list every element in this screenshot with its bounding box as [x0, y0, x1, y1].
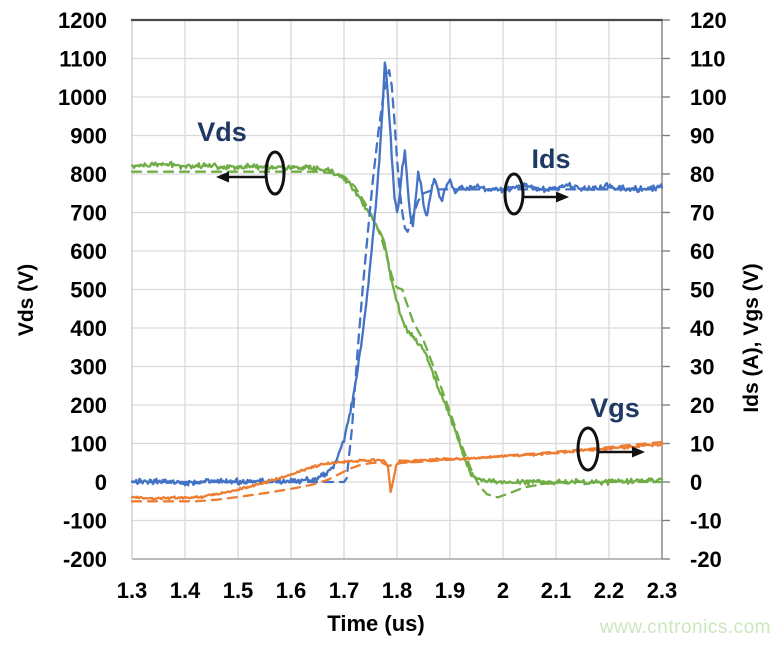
right-axis-tick-label: 30	[690, 355, 714, 380]
x-axis-tick-label: 2.3	[647, 578, 678, 603]
left-axis-tick-label: -100	[63, 509, 107, 534]
right-axis-tick-label: 20	[690, 393, 714, 418]
left-axis-tick-label: 100	[70, 432, 107, 457]
x-axis-tick-label: 2.2	[594, 578, 625, 603]
x-axis-tick-label: 1.9	[435, 578, 466, 603]
right-axis-tick-label: 80	[690, 162, 714, 187]
vds-label: Vds	[197, 117, 247, 147]
right-axis-tick-label: 70	[690, 201, 714, 226]
right-axis-tick-label: 50	[690, 278, 714, 303]
x-axis-tick-label: 1.4	[170, 578, 201, 603]
x-axis-tick-label: 1.6	[276, 578, 307, 603]
x-axis-tick-label: 1.8	[382, 578, 413, 603]
left-axis-tick-label: 700	[70, 201, 107, 226]
left-axis-tick-label: 1000	[58, 85, 107, 110]
right-axis-tick-label: 40	[690, 316, 714, 341]
right-axis-tick-label: 0	[690, 470, 702, 495]
vgs-label: Vgs	[590, 393, 640, 423]
left-axis-tick-label: -200	[63, 547, 107, 572]
left-axis-tick-label: 0	[95, 470, 107, 495]
left-axis-tick-label: 500	[70, 278, 107, 303]
right-axis-tick-label: -20	[690, 547, 722, 572]
left-axis-tick-label: 600	[70, 239, 107, 264]
series-ids-measured	[131, 61, 664, 487]
x-axis-tick-label: 2	[497, 578, 509, 603]
left-axis-tick-label: 300	[70, 355, 107, 380]
vgs-callout-ellipse	[576, 426, 600, 472]
right-axis-tick-label: 60	[690, 239, 714, 264]
series-ids-simulated	[131, 68, 664, 484]
watermark: www.cntronics.com	[599, 617, 771, 638]
vds-callout-ellipse	[264, 150, 286, 196]
left-axis-tick-label: 1200	[58, 8, 107, 33]
left-axis-tick-label: 200	[70, 393, 107, 418]
left-axis-tick-label: 900	[70, 124, 107, 149]
right-axis-tick-label: 90	[690, 124, 714, 149]
right-axis-tick-label: 120	[690, 8, 727, 33]
right-axis-tick-label: -10	[690, 509, 722, 534]
left-axis-tick-label: 1100	[59, 47, 107, 72]
right-axis-tick-label: 110	[690, 47, 726, 72]
right-axis-tick-label: 10	[690, 432, 714, 457]
series-vds-measured	[131, 160, 664, 486]
x-axis-tick-label: 1.7	[329, 578, 360, 603]
ids-callout-arrowhead	[556, 191, 569, 203]
right-axis-tick-label: 100	[690, 85, 727, 110]
left-axis-tick-label: 800	[70, 162, 107, 187]
x-axis-title: Time (us)	[327, 611, 425, 636]
ids-label: Ids	[531, 144, 570, 174]
series-vgs-measured	[131, 442, 664, 501]
x-axis-tick-label: 1.5	[223, 578, 254, 603]
right-axis-title: Ids (A), Vgs (V)	[740, 263, 763, 413]
left-axis-tick-label: 400	[70, 316, 107, 341]
x-axis-tick-label: 1.3	[117, 578, 148, 603]
vds-callout-arrowhead	[216, 171, 229, 183]
vgs-callout-arrowhead	[632, 446, 645, 458]
x-axis-tick-label: 2.1	[541, 578, 572, 603]
left-axis-title: Vds (V)	[15, 263, 38, 337]
ids-callout-ellipse	[503, 172, 525, 216]
